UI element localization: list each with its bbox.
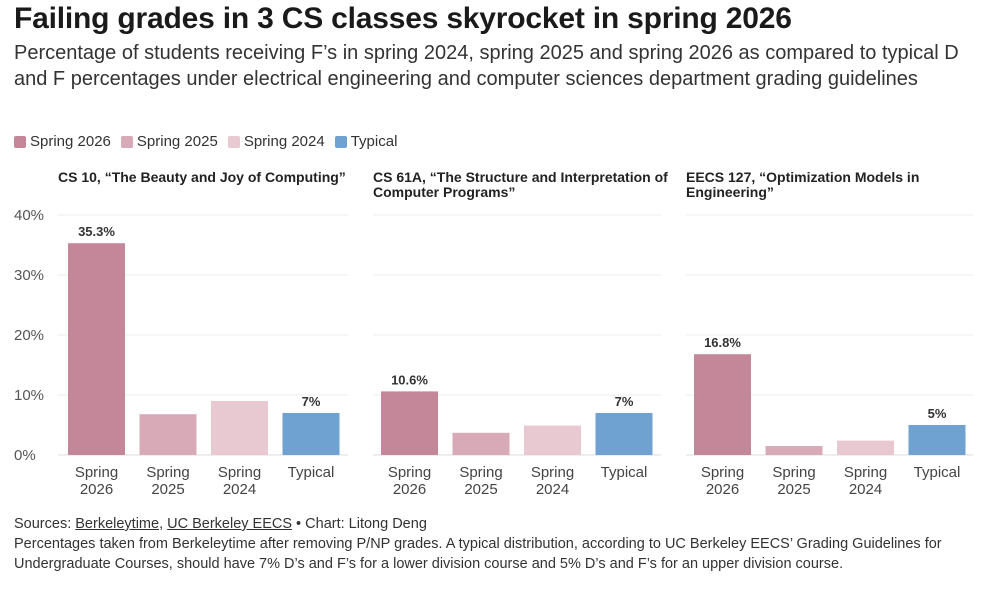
x-tick-label-cs61a-spring-2026-line2: 2026: [393, 481, 426, 498]
y-tick-label-20: 20%: [14, 327, 44, 344]
bar-cs10-spring-2025: [139, 414, 197, 455]
legend: Spring 2026 Spring 2025 Spring 2024 Typi…: [14, 133, 397, 150]
bar-cs10-typical: [282, 413, 340, 455]
y-tick-label-40: 40%: [14, 207, 44, 224]
y-tick-label-0: 0%: [14, 447, 36, 464]
x-tick-label-eecs127-spring-2026-line2: 2026: [706, 481, 739, 498]
legend-label-spring-2024: Spring 2024: [243, 133, 325, 150]
bar-cs61a-spring-2026: [381, 391, 438, 455]
panel-title-cs61a: CS 61A, “The Structure and Interpretatio…: [373, 169, 668, 200]
bar-cs10-spring-2024: [211, 401, 268, 455]
bar-eecs127-spring-2026: [694, 354, 751, 455]
methodology-note: Percentages taken from Berkeleytime afte…: [14, 536, 942, 572]
x-tick-label-cs10-spring-2024-line2: 2024: [223, 481, 256, 498]
legend-item-spring-2024: Spring 2024: [227, 133, 325, 150]
x-tick-label-cs61a-spring-2024-line1: Spring: [531, 464, 574, 481]
panel-title-eecs127: EECS 127, “Optimization Models in Engine…: [686, 169, 920, 200]
x-tick-label-eecs127-spring-2025-line2: 2025: [777, 481, 810, 498]
x-tick-label-eecs127-spring-2024-line2: 2024: [849, 481, 882, 498]
x-tick-label-cs10-spring-2024-line1: Spring: [218, 464, 261, 481]
panel-title-cs10: CS 10, “The Beauty and Joy of Computing”: [58, 169, 346, 185]
bar-eecs127-typical: [908, 425, 966, 455]
x-tick-label-cs10-spring-2025-line2: 2025: [151, 481, 184, 498]
bar-cs61a-spring-2025: [452, 432, 510, 455]
legend-label-spring-2026: Spring 2026: [30, 133, 111, 150]
bar-eecs127-spring-2025: [765, 446, 823, 455]
data-label-eecs127-typical: 5%: [928, 406, 947, 421]
x-tick-label-cs10-typical: Typical: [288, 464, 335, 481]
footer: Sources: Berkeleytime, UC Berkeley EECS …: [14, 514, 989, 574]
source-link-berkeleytime[interactable]: Berkeleytime: [75, 516, 160, 532]
x-tick-label-eecs127-spring-2024-line1: Spring: [844, 464, 887, 481]
source-link-uc-berkeley-eecs[interactable]: UC Berkeley EECS: [167, 516, 293, 532]
x-tick-label-cs10-spring-2025-line1: Spring: [146, 464, 189, 481]
chart-subtitle: Percentage of students receiving F’s in …: [14, 42, 959, 90]
data-label-cs10-spring-2026: 35.3%: [78, 224, 115, 239]
x-tick-label-cs10-spring-2026-line1: Spring: [75, 464, 118, 481]
data-label-eecs127-spring-2026: 16.8%: [704, 335, 741, 350]
x-tick-label-cs61a-spring-2026-line1: Spring: [388, 464, 431, 481]
x-tick-label-cs10-spring-2026-line2: 2026: [80, 481, 113, 498]
legend-item-typical: Typical: [334, 133, 398, 150]
sources-prefix: Sources:: [14, 516, 76, 532]
data-label-cs61a-typical: 7%: [615, 394, 634, 409]
legend-swatch-typical: [334, 135, 347, 148]
data-label-cs10-typical: 7%: [302, 394, 321, 409]
bar-cs10-spring-2026: [68, 243, 125, 455]
x-tick-label-cs61a-spring-2025-line1: Spring: [459, 464, 502, 481]
data-label-cs61a-spring-2026: 10.6%: [391, 372, 428, 387]
legend-label-spring-2025: Spring 2025: [136, 133, 218, 150]
x-tick-label-cs61a-typical: Typical: [601, 464, 648, 481]
bar-cs61a-typical: [595, 413, 653, 455]
legend-swatch-spring-2024: [227, 135, 240, 148]
x-tick-label-cs61a-spring-2024-line2: 2024: [536, 481, 569, 498]
bar-eecs127-spring-2024: [837, 440, 894, 455]
x-tick-label-eecs127-spring-2026-line1: Spring: [701, 464, 744, 481]
legend-item-spring-2026: Spring 2026: [14, 133, 111, 150]
x-tick-label-eecs127-spring-2025-line1: Spring: [772, 464, 815, 481]
bar-cs61a-spring-2024: [524, 425, 581, 455]
chart-title: Failing grades in 3 CS classes skyrocket…: [14, 2, 792, 35]
x-tick-label-eecs127-typical: Typical: [914, 464, 961, 481]
y-tick-label-10: 10%: [14, 387, 44, 404]
sources-separator: ,: [159, 516, 168, 532]
sources-line: Sources: Berkeleytime, UC Berkeley EECS …: [14, 514, 989, 534]
legend-label-typical: Typical: [350, 133, 398, 150]
legend-item-spring-2025: Spring 2025: [120, 133, 218, 150]
x-tick-label-cs61a-spring-2025-line2: 2025: [464, 481, 497, 498]
chart-credit: • Chart: Litong Deng: [292, 516, 427, 532]
legend-swatch-spring-2025: [120, 135, 133, 148]
legend-swatch-spring-2026: [14, 135, 26, 148]
y-tick-label-30: 30%: [14, 267, 44, 284]
